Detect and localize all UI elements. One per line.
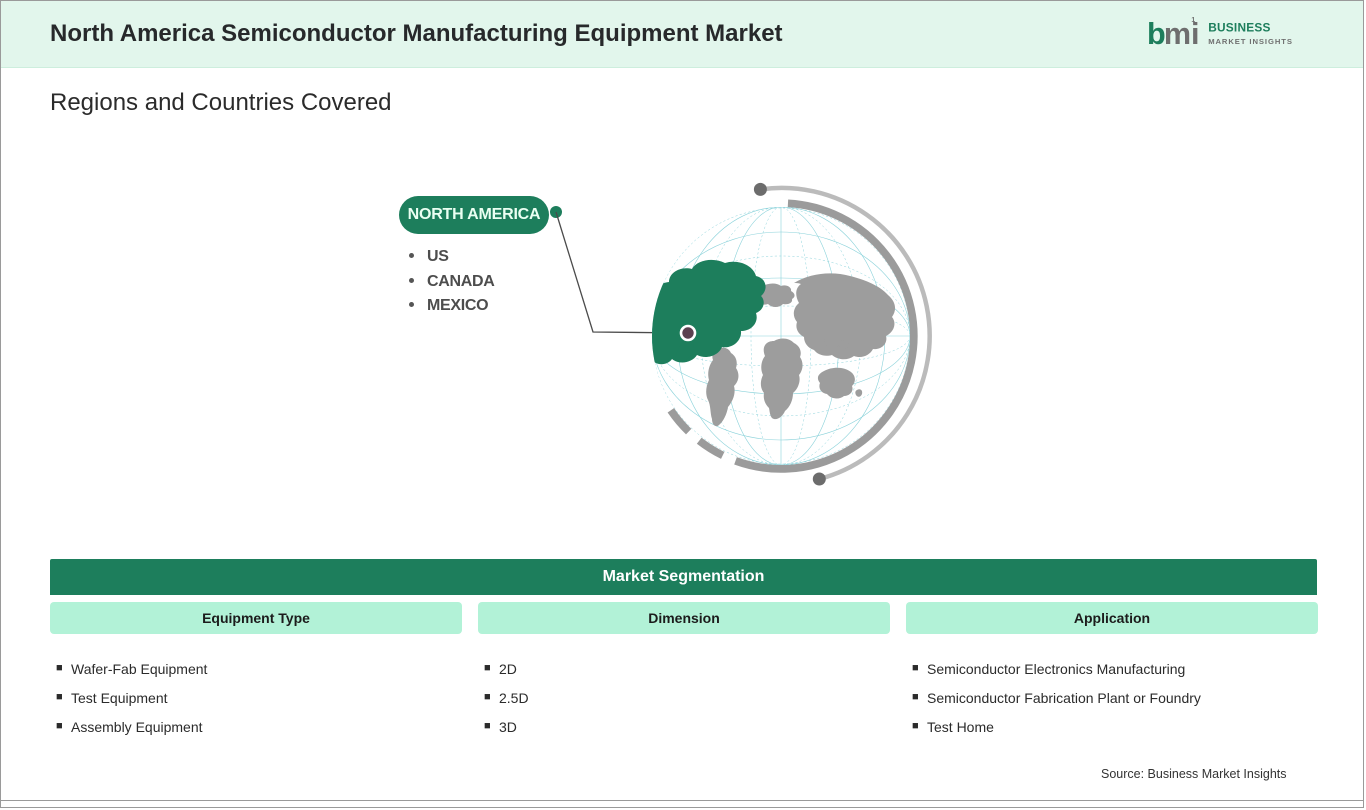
- svg-text:MARKET INSIGHTS: MARKET INSIGHTS: [1208, 37, 1293, 46]
- svg-text:1: 1: [1191, 17, 1195, 24]
- svg-text:b: b: [1147, 17, 1166, 51]
- svg-text:BUSINESS: BUSINESS: [1208, 21, 1270, 35]
